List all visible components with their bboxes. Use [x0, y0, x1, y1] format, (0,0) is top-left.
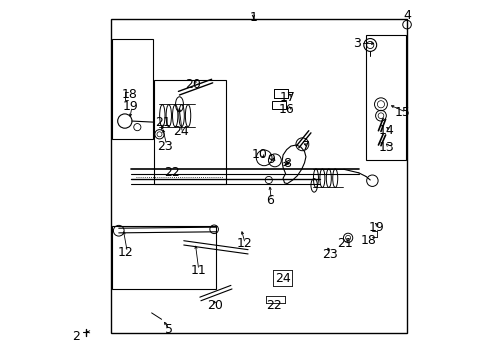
- Text: 12: 12: [236, 237, 252, 250]
- Text: 22: 22: [164, 166, 180, 179]
- Text: 17: 17: [280, 91, 295, 104]
- Bar: [365, 35, 405, 160]
- Text: 22: 22: [265, 299, 281, 312]
- Text: 19: 19: [368, 221, 384, 234]
- Bar: [110, 18, 406, 333]
- Text: 3: 3: [352, 37, 360, 50]
- Text: 11: 11: [190, 264, 205, 276]
- Text: 2: 2: [72, 330, 80, 343]
- Text: 10: 10: [251, 148, 267, 162]
- Bar: [273, 89, 287, 98]
- Bar: [112, 39, 153, 139]
- Text: 1: 1: [249, 11, 257, 24]
- Text: 12: 12: [118, 246, 134, 258]
- Text: 20: 20: [207, 299, 223, 312]
- Text: 13: 13: [378, 141, 394, 154]
- Text: 14: 14: [378, 124, 394, 137]
- Text: 6: 6: [266, 194, 274, 207]
- Text: 21: 21: [155, 116, 171, 129]
- Bar: [272, 101, 285, 109]
- Text: 16: 16: [278, 103, 294, 117]
- Text: 8: 8: [283, 157, 291, 170]
- Text: 23: 23: [321, 248, 337, 261]
- Text: 23: 23: [157, 140, 173, 153]
- Text: 24: 24: [173, 125, 188, 138]
- Text: 21: 21: [337, 237, 352, 250]
- Text: 7: 7: [301, 140, 309, 153]
- Bar: [154, 80, 225, 184]
- Text: 5: 5: [165, 323, 173, 336]
- Text: 19: 19: [123, 100, 139, 113]
- Text: 4: 4: [402, 9, 410, 22]
- Text: 18: 18: [360, 234, 376, 247]
- Text: 24: 24: [275, 272, 290, 285]
- Text: 18: 18: [122, 89, 137, 102]
- Bar: [112, 226, 216, 289]
- Text: 15: 15: [394, 106, 409, 120]
- Text: 20: 20: [184, 78, 200, 91]
- Text: 9: 9: [267, 153, 275, 166]
